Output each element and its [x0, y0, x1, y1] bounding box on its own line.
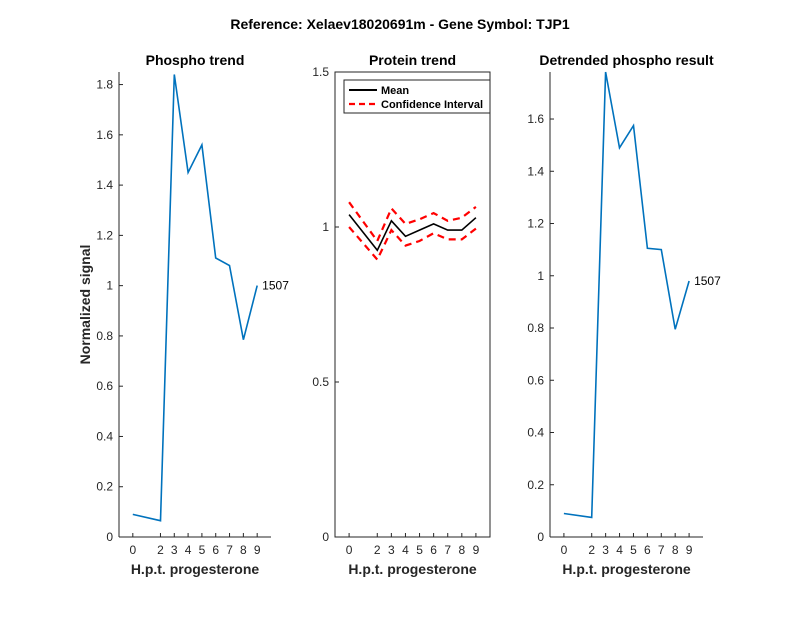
detrended-title: Detrended phospho result [539, 52, 714, 68]
protein-y-tick-label: 0.5 [312, 375, 329, 389]
protein-legend-box [343, 79, 491, 114]
phospho-title: Phospho trend [146, 52, 245, 68]
detrended-x-tick-label: 6 [644, 543, 651, 557]
protein-x-tick-label: 3 [388, 543, 395, 557]
detrended-x-tick-label: 5 [630, 543, 637, 557]
phospho-x-tick-label: 7 [226, 543, 233, 557]
phospho-x-tick-label: 6 [212, 543, 219, 557]
phospho-end-annotation: 1507 [262, 279, 289, 293]
protein-axes-box [334, 71, 491, 538]
phospho-x-tick-label: 0 [129, 543, 136, 557]
detrended-x-tick-label: 8 [672, 543, 679, 557]
protein-legend-entry: Confidence Interval [381, 99, 483, 111]
phospho-y-tick-label: 1.2 [96, 228, 113, 242]
phospho-y-tick-label: 1.4 [96, 178, 113, 192]
detrended-xlabel: H.p.t. progesterone [562, 561, 691, 577]
detrended-phospho-panel: 0 2 3 4 5 6 7 8 9 0 0.2 0.4 0.6 0.8 1 1.2 1.4 1.6 Detrende… [527, 52, 721, 577]
detrended-x-tick-label: 9 [686, 543, 693, 557]
protein-x-tick-label: 7 [444, 543, 451, 557]
detrended-series-line-0 [563, 71, 690, 519]
detrended-x-tick-label: 7 [658, 543, 665, 557]
detrended-y-tick-label: 0.2 [527, 478, 544, 492]
figure-suptitle: Reference: Xelaev18020691m - Gene Symbol… [230, 16, 570, 32]
detrended-x-tick-label: 2 [588, 543, 595, 557]
protein-x-tick-label: 8 [458, 543, 465, 557]
phospho-y-tick-label: 1 [106, 279, 113, 293]
phospho-y-tick-label: 0 [106, 530, 113, 544]
phospho-x-tick-label: 8 [240, 543, 247, 557]
protein-series-line-1 [348, 201, 477, 244]
protein-series-line-2 [348, 226, 477, 262]
detrended-x-tick-label: 0 [561, 543, 568, 557]
detrended-y-tick-label: 0.8 [527, 321, 544, 335]
protein-x-tick-label: 2 [374, 543, 381, 557]
protein-title: Protein trend [369, 52, 456, 68]
phospho-x-tick-label: 2 [157, 543, 164, 557]
phospho-y-tick-label: 0.2 [96, 480, 113, 494]
phospho-x-tick-label: 9 [254, 543, 261, 557]
phospho-y-tick-label: 0.4 [96, 429, 113, 443]
phospho-y-tick-label: 1.6 [96, 128, 113, 142]
protein-x-tick-label: 5 [416, 543, 423, 557]
protein-x-tick-label: 0 [346, 543, 353, 557]
phospho-series-line-0 [132, 74, 258, 522]
phospho-x-tick-label: 4 [185, 543, 192, 557]
phospho-ylabel: Normalized signal [77, 245, 93, 365]
detrended-y-tick-label: 0.4 [527, 426, 544, 440]
phospho-y-tick-label: 0.8 [96, 329, 113, 343]
phospho-y-tick-label: 1.8 [96, 78, 113, 92]
protein-series-line-0 [348, 214, 477, 252]
protein-y-tick-label: 0 [322, 530, 329, 544]
phospho-xlabel: H.p.t. progesterone [131, 561, 260, 577]
detrended-end-annotation: 1507 [694, 274, 721, 288]
protein-x-tick-label: 6 [430, 543, 437, 557]
protein-x-tick-label: 4 [402, 543, 409, 557]
detrended-y-tick-label: 1.4 [527, 164, 544, 178]
detrended-y-tick-label: 1.2 [527, 217, 544, 231]
detrended-x-tick-label: 3 [602, 543, 609, 557]
detrended-y-tick-label: 1.6 [527, 112, 544, 126]
phospho-x-tick-label: 3 [171, 543, 178, 557]
detrended-x-tick-label: 4 [616, 543, 623, 557]
detrended-y-tick-label: 1 [537, 269, 544, 283]
detrended-y-tick-label: 0 [537, 530, 544, 544]
detrended-y-tick-label: 0.6 [527, 373, 544, 387]
phospho-y-tick-label: 0.6 [96, 379, 113, 393]
protein-xlabel: H.p.t. progesterone [348, 561, 477, 577]
protein-x-tick-label: 9 [473, 543, 480, 557]
protein-y-tick-label: 1 [322, 220, 329, 234]
protein-legend-entry: Mean [381, 85, 409, 97]
protein-trend-panel: 0 2 3 4 5 6 7 8 9 0 0.5 1 1.5 Protein trend H.p.t. pro… [312, 52, 491, 577]
protein-y-tick-label: 1.5 [312, 65, 329, 79]
phospho-trend-panel: 0 2 3 4 5 6 7 8 9 0 0.2 0.4 0.6 0.8 1 1.2 1.4 1.6 1.8 Phosp… [77, 52, 289, 577]
phospho-x-tick-label: 5 [199, 543, 206, 557]
